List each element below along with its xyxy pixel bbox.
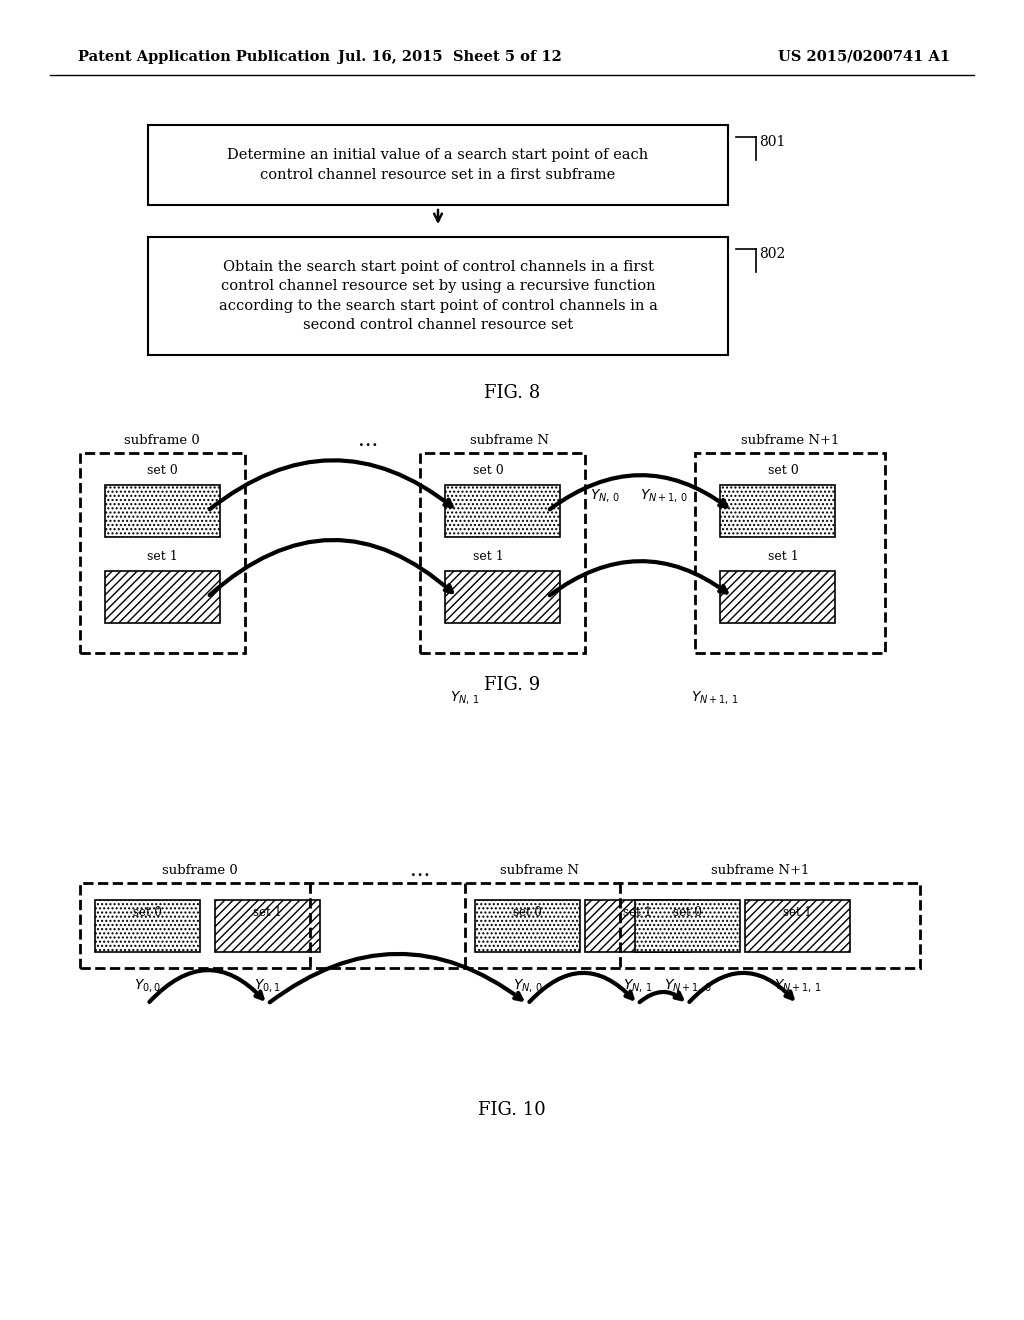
Text: subframe N: subframe N (501, 863, 580, 876)
FancyBboxPatch shape (215, 900, 319, 952)
Text: ...: ... (410, 861, 430, 879)
FancyBboxPatch shape (420, 453, 585, 653)
Text: set 1: set 1 (253, 906, 282, 919)
Text: $Y_{N+1,\,1}$: $Y_{N+1,\,1}$ (691, 689, 739, 706)
FancyBboxPatch shape (95, 900, 200, 952)
Text: set 1: set 1 (768, 550, 799, 564)
FancyArrowPatch shape (550, 561, 727, 595)
Text: set 1: set 1 (624, 906, 652, 919)
Text: 802: 802 (759, 247, 785, 261)
FancyBboxPatch shape (80, 453, 245, 653)
Text: $Y_{N,\,1}$: $Y_{N,\,1}$ (451, 689, 480, 706)
FancyBboxPatch shape (445, 572, 560, 623)
Text: subframe 0: subframe 0 (162, 863, 238, 876)
Text: subframe N+1: subframe N+1 (740, 433, 840, 446)
FancyArrowPatch shape (529, 973, 633, 1002)
FancyBboxPatch shape (445, 484, 560, 537)
FancyBboxPatch shape (148, 125, 728, 205)
Text: 801: 801 (759, 135, 785, 149)
Text: Patent Application Publication: Patent Application Publication (78, 50, 330, 63)
FancyArrowPatch shape (210, 461, 452, 510)
Text: set 1: set 1 (783, 906, 812, 919)
Text: $Y_{0,1}$: $Y_{0,1}$ (254, 978, 281, 994)
Text: $Y_{N+1,\,0}$: $Y_{N+1,\,0}$ (664, 978, 712, 994)
FancyBboxPatch shape (585, 900, 690, 952)
FancyBboxPatch shape (105, 572, 220, 623)
Text: set 0: set 0 (673, 906, 701, 919)
Text: Obtain the search start point of control channels in a first
control channel res: Obtain the search start point of control… (218, 260, 657, 333)
Text: set 0: set 0 (147, 465, 178, 478)
FancyBboxPatch shape (745, 900, 850, 952)
FancyBboxPatch shape (695, 453, 885, 653)
FancyBboxPatch shape (148, 238, 728, 355)
FancyBboxPatch shape (80, 883, 920, 968)
Text: FIG. 9: FIG. 9 (484, 676, 540, 694)
Text: Jul. 16, 2015  Sheet 5 of 12: Jul. 16, 2015 Sheet 5 of 12 (338, 50, 562, 63)
Text: $Y_{N,\,0}$: $Y_{N,\,0}$ (590, 487, 620, 503)
Text: set 0: set 0 (513, 906, 542, 919)
Text: subframe N: subframe N (470, 433, 550, 446)
FancyBboxPatch shape (720, 572, 835, 623)
Text: subframe 0: subframe 0 (124, 433, 200, 446)
Text: set 0: set 0 (768, 465, 799, 478)
FancyArrowPatch shape (210, 540, 452, 595)
Text: FIG. 8: FIG. 8 (484, 384, 540, 403)
FancyArrowPatch shape (550, 475, 727, 510)
Text: ...: ... (357, 430, 378, 450)
Text: $Y_{N,\,0}$: $Y_{N,\,0}$ (513, 978, 543, 994)
Text: set 0: set 0 (133, 906, 162, 919)
Text: $Y_{0,0}$: $Y_{0,0}$ (134, 978, 161, 994)
FancyBboxPatch shape (475, 900, 580, 952)
FancyBboxPatch shape (720, 484, 835, 537)
FancyArrowPatch shape (640, 991, 682, 1002)
Text: subframe N+1: subframe N+1 (711, 863, 809, 876)
Text: $Y_{N+1,\,1}$: $Y_{N+1,\,1}$ (774, 978, 821, 994)
FancyBboxPatch shape (105, 484, 220, 537)
Text: set 1: set 1 (147, 550, 178, 564)
Text: set 0: set 0 (473, 465, 504, 478)
Text: $Y_{N+1,\,0}$: $Y_{N+1,\,0}$ (640, 487, 688, 503)
Text: US 2015/0200741 A1: US 2015/0200741 A1 (778, 50, 950, 63)
FancyArrowPatch shape (689, 973, 793, 1002)
FancyArrowPatch shape (150, 970, 262, 1002)
Text: Determine an initial value of a search start point of each
control channel resou: Determine an initial value of a search s… (227, 148, 648, 182)
Text: set 1: set 1 (473, 550, 504, 564)
Text: FIG. 10: FIG. 10 (478, 1101, 546, 1119)
FancyArrowPatch shape (269, 954, 521, 1002)
Text: $Y_{N,\,1}$: $Y_{N,\,1}$ (623, 978, 652, 994)
FancyBboxPatch shape (635, 900, 740, 952)
